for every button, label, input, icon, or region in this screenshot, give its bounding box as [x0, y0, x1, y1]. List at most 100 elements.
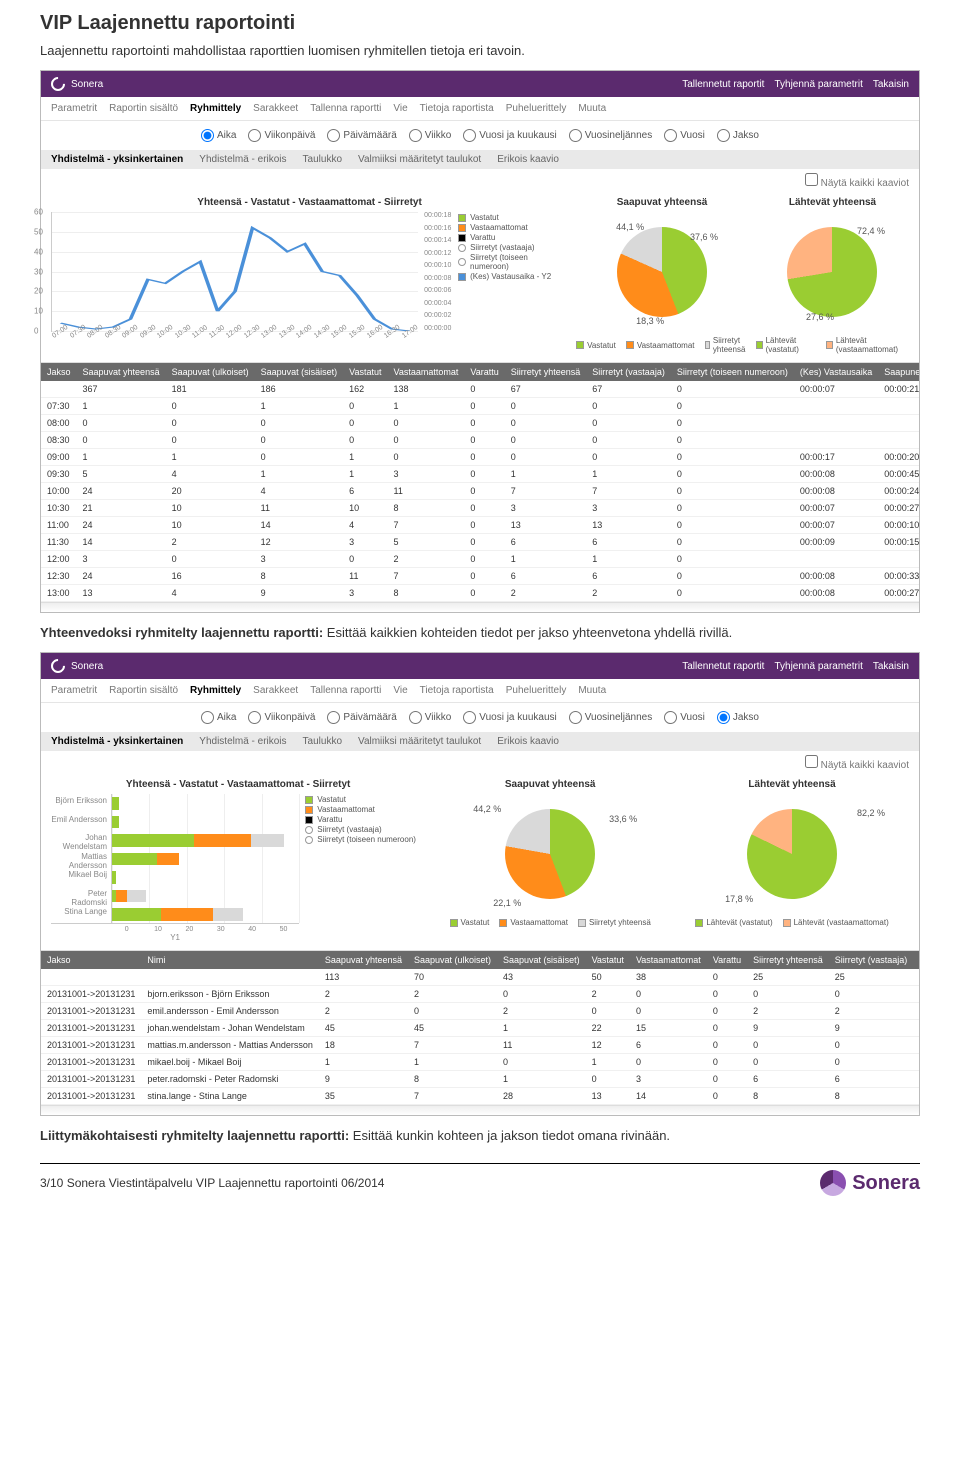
main-tab[interactable]: Raportin sisältö	[109, 103, 178, 114]
radio-option[interactable]: Päivämäärä	[327, 712, 396, 723]
radio-option[interactable]: Viikko	[409, 712, 452, 723]
table-row[interactable]: 09:3054113011000:00:0800:00:45	[41, 466, 919, 483]
scrollbar-hint[interactable]	[41, 602, 919, 612]
toplink[interactable]: Tyhjennä parametrit	[774, 661, 862, 672]
table-row[interactable]: 20131001->20131231johan.wendelstam - Joh…	[41, 1020, 919, 1037]
toplink[interactable]: Takaisin	[873, 79, 909, 90]
main-tab[interactable]: Raportin sisältö	[109, 685, 178, 696]
table-row[interactable]: 07:30101010000	[41, 398, 919, 415]
main-tab[interactable]: Sarakkeet	[253, 103, 298, 114]
main-tab[interactable]: Tallenna raportti	[310, 685, 381, 696]
radio-option[interactable]: Vuosi	[664, 130, 705, 141]
table-row[interactable]: 11370435038025250	[41, 969, 919, 986]
radio-option[interactable]: Vuosi ja kuukausi	[463, 130, 556, 141]
col-header[interactable]: Siirretyt (toiseen numeroon)	[671, 363, 794, 381]
table-row[interactable]: 36718118616213806767000:00:0700:00:21	[41, 381, 919, 398]
radio-option[interactable]: Viikko	[409, 130, 452, 141]
main-tab[interactable]: Puheluerittely	[506, 103, 567, 114]
main-tab[interactable]: Vie	[393, 685, 407, 696]
radio-option[interactable]: Jakso	[717, 130, 759, 141]
radio-option[interactable]: Jakso	[717, 712, 759, 723]
table-row[interactable]: 20131001->20131231mikael.boij - Mikael B…	[41, 1054, 919, 1071]
sub-tab[interactable]: Yhdistelmä - yksinkertainen	[51, 736, 183, 747]
col-header[interactable]: (Kes) Vastausaika	[794, 363, 878, 381]
main-tab[interactable]: Vie	[393, 103, 407, 114]
col-header[interactable]: Siirretyt (vastaaja)	[829, 951, 914, 969]
table-row[interactable]: 11:301421235066000:00:0900:00:15	[41, 534, 919, 551]
radio-option[interactable]: Vuosi	[664, 712, 705, 723]
col-header[interactable]: Jakso	[41, 363, 77, 381]
sub-tab[interactable]: Erikois kaavio	[497, 154, 559, 165]
main-tab[interactable]: Parametrit	[51, 685, 97, 696]
show-all-checkbox[interactable]: Näytä kaikki kaaviot	[805, 760, 909, 771]
radio-option[interactable]: Aika	[201, 130, 236, 141]
main-tab[interactable]: Tietoja raportista	[420, 103, 494, 114]
sub-tab[interactable]: Taulukko	[303, 154, 342, 165]
col-header[interactable]: Saapuvat (ulkoiset)	[166, 363, 255, 381]
col-header[interactable]: Siirretyt yhteensä	[505, 363, 587, 381]
col-header[interactable]: Vastaamattomat	[388, 363, 465, 381]
col-header[interactable]: Saapuvat yhteensä	[77, 363, 166, 381]
radio-option[interactable]: Viikonpäivä	[248, 130, 315, 141]
table-row[interactable]: 10:30211011108033000:00:0700:00:27	[41, 500, 919, 517]
toplink[interactable]: Tyhjennä parametrit	[774, 79, 862, 90]
pie-chart-outgoing: Lähtevät yhteensä 72,4 % 27,6 % Lähtevät…	[756, 197, 909, 354]
col-header[interactable]: Saapuneet (Kes) Puhelujen kesto	[878, 363, 919, 381]
sub-tab[interactable]: Yhdistelmä - yksinkertainen	[51, 154, 183, 165]
col-header[interactable]: Saapuvat (ulkoiset)	[408, 951, 497, 969]
radio-option[interactable]: Vuosineljännes	[569, 130, 652, 141]
main-tab[interactable]: Ryhmittely	[190, 685, 241, 696]
show-all-checkbox[interactable]: Näytä kaikki kaaviot	[805, 178, 909, 189]
col-header[interactable]: Vastatut	[343, 363, 387, 381]
col-header[interactable]: Siirretyt (toiseen numeroon)	[913, 951, 919, 969]
table-row[interactable]: 10:0024204611077000:00:0800:00:24	[41, 483, 919, 500]
radio-option[interactable]: Vuosi ja kuukausi	[463, 712, 556, 723]
table-row[interactable]: 20131001->20131231stina.lange - Stina La…	[41, 1088, 919, 1105]
footer-text: 3/10 Sonera Viestintäpalvelu VIP Laajenn…	[40, 1176, 384, 1190]
col-header[interactable]: Saapuvat yhteensä	[319, 951, 408, 969]
radio-option[interactable]: Aika	[201, 712, 236, 723]
toplink[interactable]: Takaisin	[873, 661, 909, 672]
col-header[interactable]: Siirretyt yhteensä	[747, 951, 829, 969]
col-header[interactable]: Vastaamattomat	[630, 951, 707, 969]
main-tab[interactable]: Sarakkeet	[253, 685, 298, 696]
sub-tab[interactable]: Valmiiksi määritetyt taulukot	[358, 736, 481, 747]
col-header[interactable]: Jakso	[41, 951, 141, 969]
sub-tab[interactable]: Erikois kaavio	[497, 736, 559, 747]
table-row[interactable]: 20131001->20131231mattias.m.andersson - …	[41, 1037, 919, 1054]
toplink[interactable]: Tallennetut raportit	[682, 661, 764, 672]
sub-tab[interactable]: Yhdistelmä - erikois	[199, 736, 286, 747]
table-row[interactable]: 12:3024168117066000:00:0800:00:33	[41, 568, 919, 585]
table-row[interactable]: 20131001->20131231emil.andersson - Emil …	[41, 1003, 919, 1020]
table-row[interactable]: 12:00303020110	[41, 551, 919, 568]
toplink[interactable]: Tallennetut raportit	[682, 79, 764, 90]
radio-option[interactable]: Päivämäärä	[327, 130, 396, 141]
col-header[interactable]: Varattu	[707, 951, 747, 969]
main-tab[interactable]: Muuta	[578, 685, 606, 696]
main-tab[interactable]: Ryhmittely	[190, 103, 241, 114]
table-row[interactable]: 13:00134938022000:00:0800:00:27	[41, 585, 919, 602]
table-row[interactable]: 20131001->20131231bjorn.eriksson - Björn…	[41, 986, 919, 1003]
table-row[interactable]: 08:00000000000	[41, 415, 919, 432]
main-tab[interactable]: Puheluerittely	[506, 685, 567, 696]
table-row[interactable]: 09:0011010000000:00:1700:00:20	[41, 449, 919, 466]
table-row[interactable]: 20131001->20131231peter.radomski - Peter…	[41, 1071, 919, 1088]
col-header[interactable]: Nimi	[141, 951, 319, 969]
main-tab[interactable]: Muuta	[578, 103, 606, 114]
sub-tab[interactable]: Taulukko	[303, 736, 342, 747]
sub-tab[interactable]: Yhdistelmä - erikois	[199, 154, 286, 165]
main-tab[interactable]: Tietoja raportista	[420, 685, 494, 696]
table-row[interactable]: 08:30000000000	[41, 432, 919, 449]
col-header[interactable]: Saapuvat (sisäiset)	[255, 363, 344, 381]
scrollbar-hint[interactable]	[41, 1105, 919, 1115]
radio-option[interactable]: Viikonpäivä	[248, 712, 315, 723]
col-header[interactable]: Saapuvat (sisäiset)	[497, 951, 586, 969]
radio-option[interactable]: Vuosineljännes	[569, 712, 652, 723]
main-tab[interactable]: Parametrit	[51, 103, 97, 114]
col-header[interactable]: Siirretyt (vastaaja)	[586, 363, 671, 381]
main-tab[interactable]: Tallenna raportti	[310, 103, 381, 114]
sub-tab[interactable]: Valmiiksi määritetyt taulukot	[358, 154, 481, 165]
col-header[interactable]: Varattu	[464, 363, 504, 381]
col-header[interactable]: Vastatut	[586, 951, 630, 969]
table-row[interactable]: 11:002410144701313000:00:0700:00:10	[41, 517, 919, 534]
